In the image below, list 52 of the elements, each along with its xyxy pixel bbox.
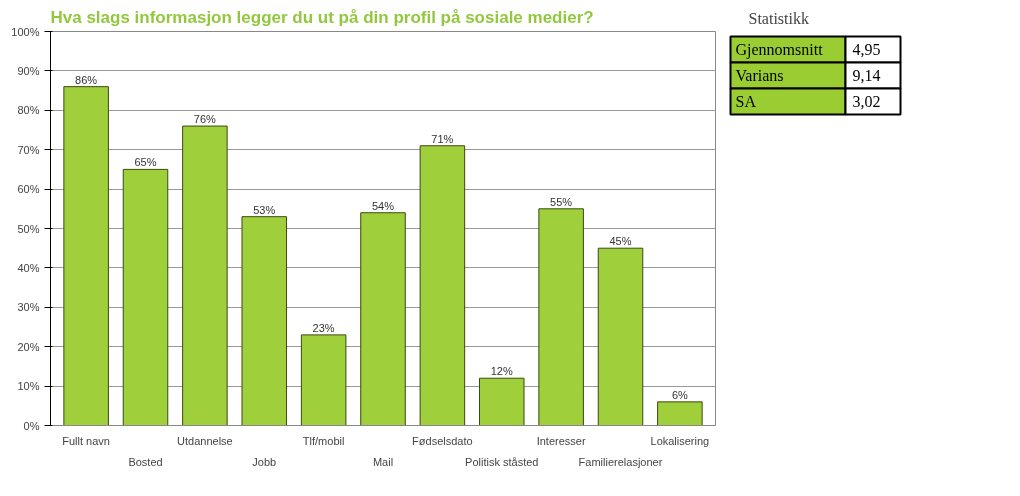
x-tick-label: Mail — [372, 455, 394, 468]
data-label: 45% — [609, 235, 632, 248]
data-label: 54% — [371, 199, 395, 212]
data-label: 6% — [671, 388, 689, 401]
data-label: 86% — [75, 73, 98, 86]
x-tick-label: Utdannelse — [177, 434, 233, 447]
bar — [241, 216, 288, 426]
data-label: 23% — [312, 321, 335, 334]
text: 4,95 — [852, 41, 881, 58]
text: 3,02 — [852, 93, 881, 110]
bar — [182, 125, 228, 426]
y-tick-label: 30% — [17, 301, 40, 314]
chart-title: Hva slags informasjon legger du ut på din profil på sosiale medier? — [50, 7, 594, 27]
bar — [419, 145, 466, 426]
bar — [478, 377, 525, 426]
y-tick-label: 90% — [17, 64, 40, 77]
bar — [300, 334, 347, 426]
text: SA — [735, 93, 757, 110]
data-label: 55% — [550, 195, 573, 208]
bar — [63, 86, 109, 426]
text: Gjennomsnitt — [735, 41, 824, 59]
y-tick-label: 10% — [17, 380, 40, 393]
y-tick-label: 50% — [17, 222, 40, 235]
bar — [538, 208, 584, 426]
x-tick-label: Bosted — [128, 455, 163, 468]
data-label: 53% — [253, 203, 276, 216]
y-tick-label: 80% — [17, 104, 40, 117]
x-tick-label: Interesser — [536, 434, 586, 447]
text: Varians — [735, 67, 784, 84]
bar — [657, 401, 703, 426]
data-label: 76% — [193, 113, 217, 126]
bar — [122, 168, 169, 426]
x-tick-label: Politisk ståsted — [465, 455, 539, 468]
x-tick-label: Tlf/mobil — [302, 434, 345, 447]
x-tick-label: Fullt navn — [62, 434, 110, 447]
data-label: 71% — [431, 132, 454, 145]
y-tick-label: 70% — [17, 143, 40, 156]
text: 9,14 — [852, 67, 881, 84]
y-tick-label: 60% — [17, 183, 40, 196]
y-tick-label: 20% — [17, 340, 40, 353]
x-tick-label: Familierelasjoner — [578, 455, 663, 468]
data-label: 12% — [490, 365, 513, 378]
bar — [597, 247, 644, 426]
y-tick-label: 40% — [17, 261, 40, 274]
y-tick-label: 0% — [23, 419, 40, 432]
text: Statistikk — [748, 9, 809, 27]
x-tick-label: Jobb — [252, 455, 277, 468]
data-label: 65% — [134, 156, 157, 169]
x-tick-label: Lokalisering — [650, 434, 710, 447]
bar — [360, 212, 406, 426]
y-tick-label: 100% — [11, 25, 40, 38]
x-tick-label: Fødselsdato — [412, 434, 473, 447]
